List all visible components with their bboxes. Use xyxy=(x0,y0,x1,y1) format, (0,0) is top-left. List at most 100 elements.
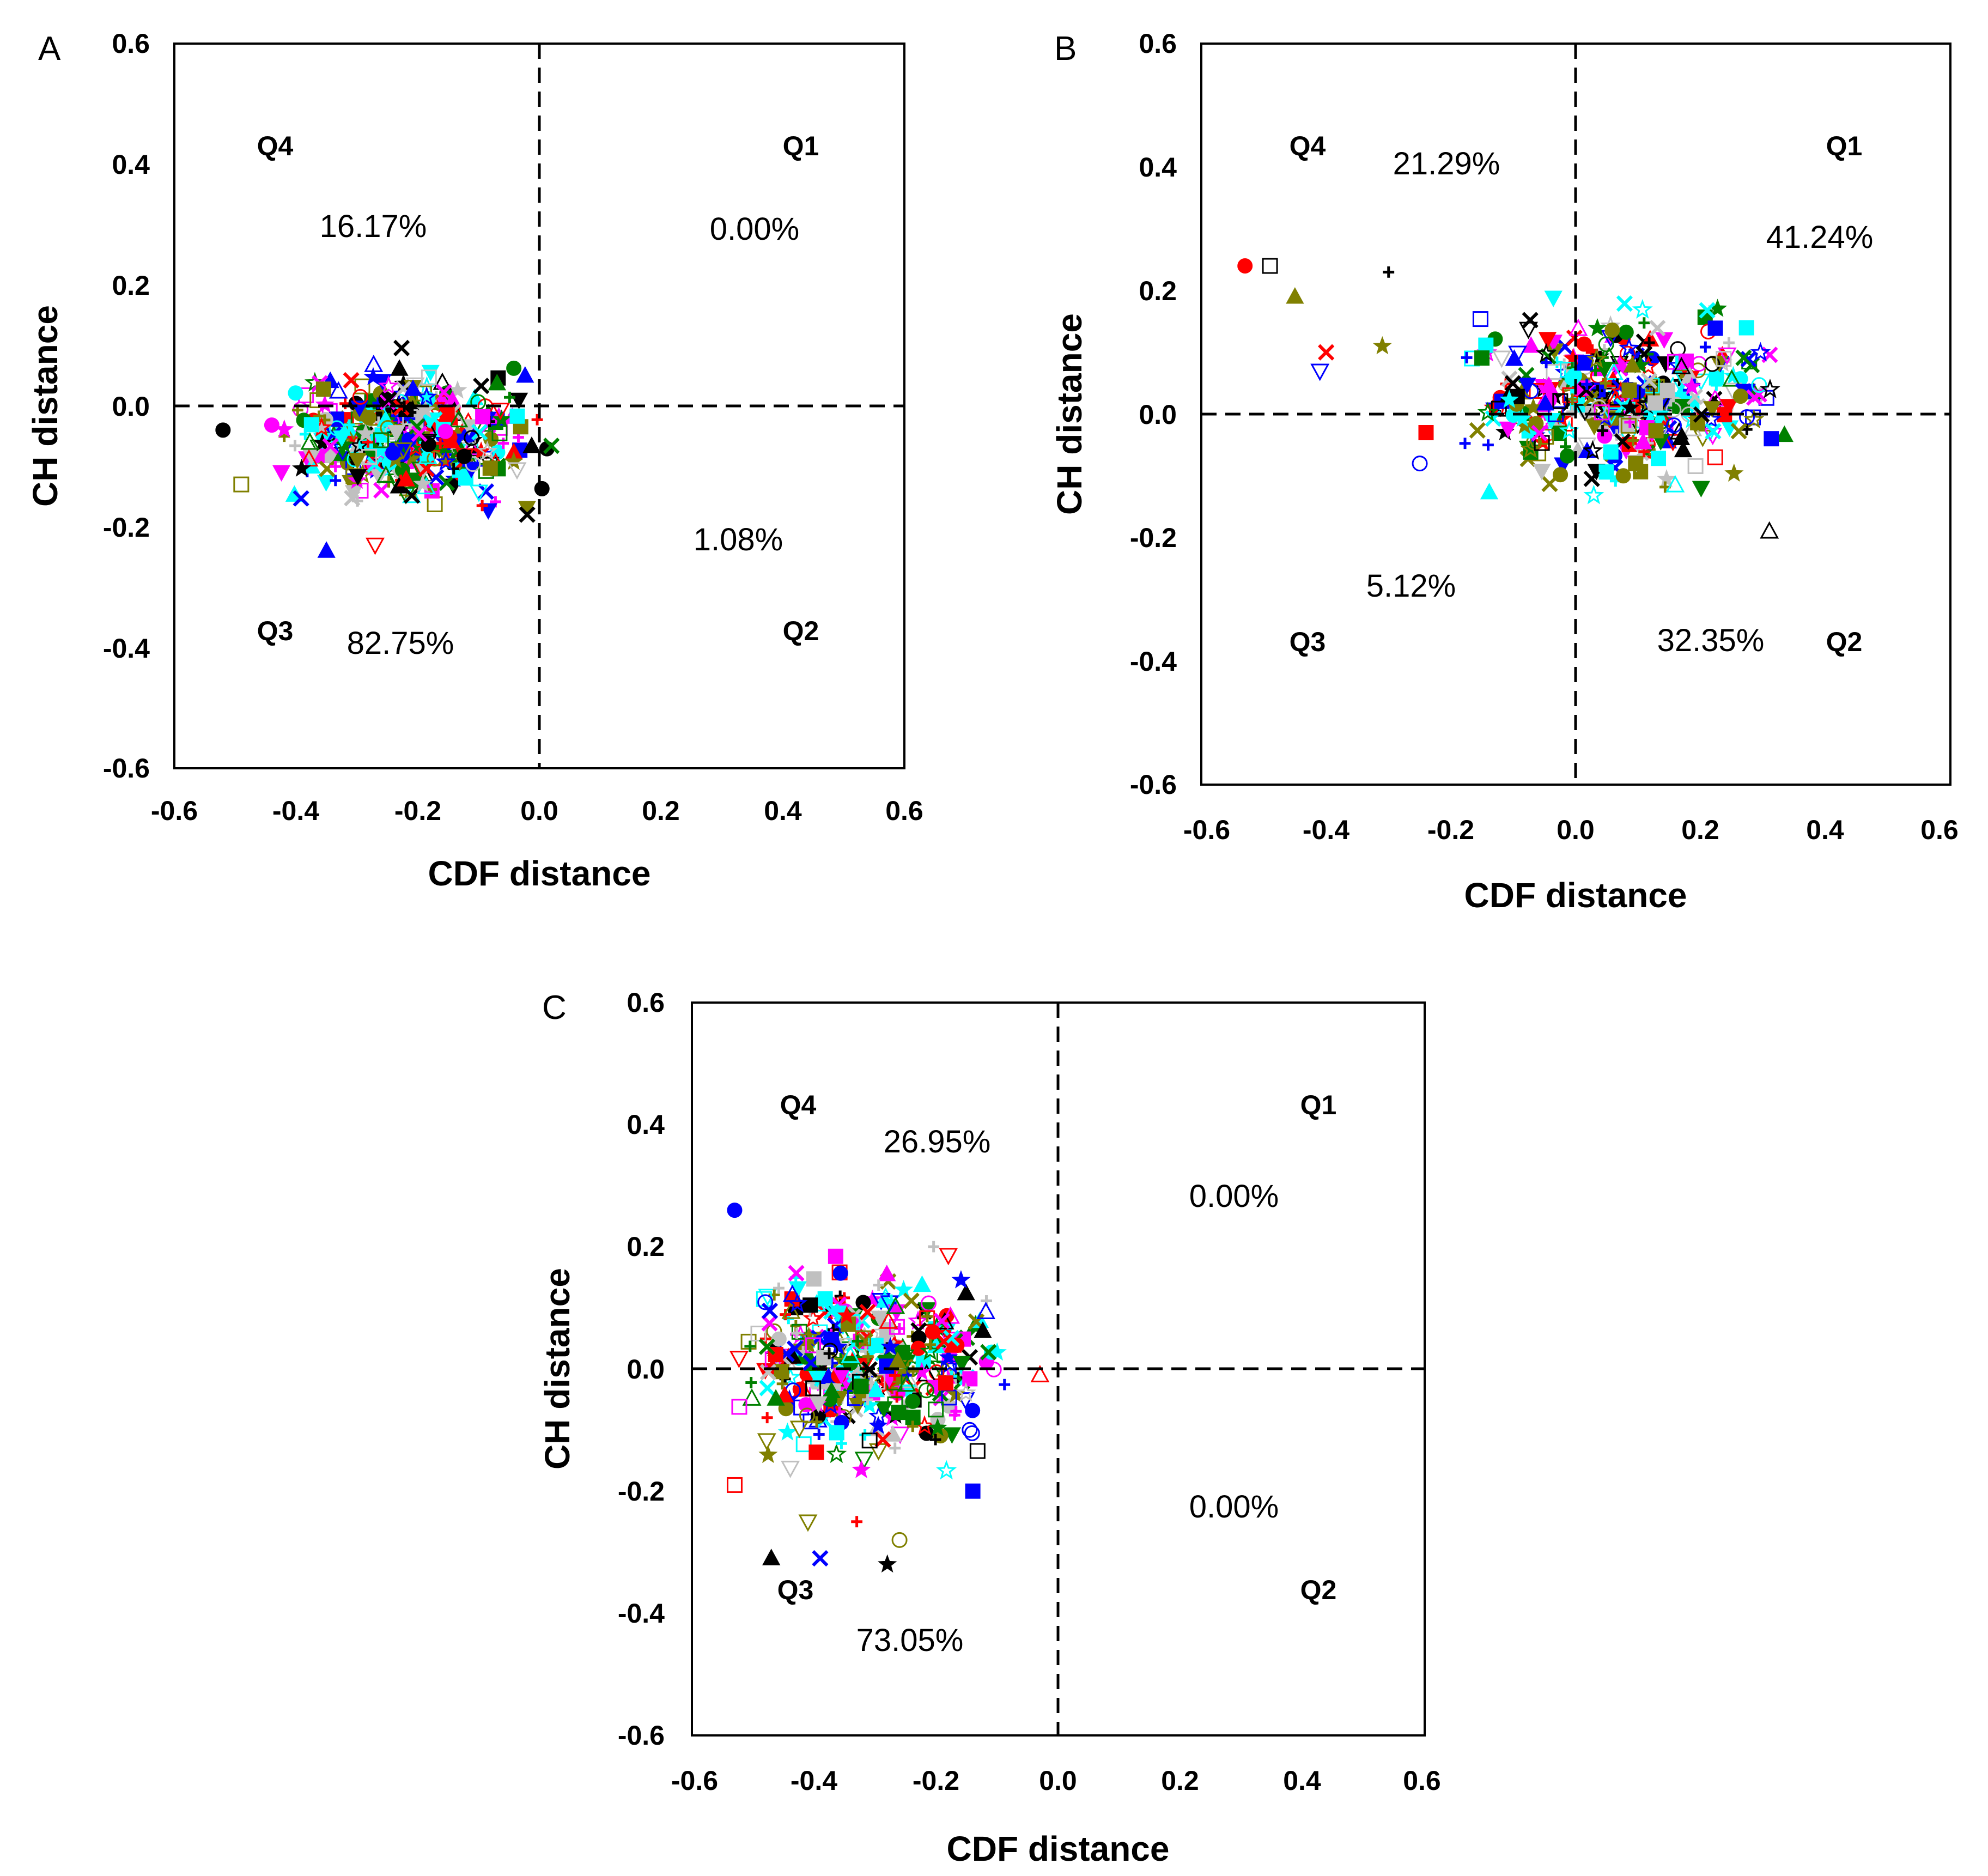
scatter-point xyxy=(936,1460,957,1480)
scatter-point xyxy=(434,438,446,450)
scatter-point xyxy=(315,381,331,397)
scatter-point xyxy=(808,1444,824,1460)
scatter-point xyxy=(482,460,498,476)
scatter-point xyxy=(1603,444,1619,460)
scatter-point xyxy=(1492,350,1511,368)
scatter-point xyxy=(1383,266,1395,278)
scatter-point xyxy=(1459,438,1471,450)
scatter-point xyxy=(464,430,480,446)
scatter-point xyxy=(873,1279,885,1291)
scatter-point xyxy=(1461,352,1473,363)
scatter-point xyxy=(980,1344,997,1361)
scatter-point xyxy=(288,385,303,401)
scatter-point xyxy=(418,446,437,464)
panel-c-points xyxy=(726,1203,1050,1573)
scatter-point xyxy=(1598,336,1614,353)
scatter-point xyxy=(976,1302,996,1319)
panel-c-xtick: -0.2 xyxy=(913,1765,959,1796)
scatter-point xyxy=(777,1422,797,1441)
scatter-point xyxy=(534,481,550,496)
scatter-point xyxy=(385,445,401,461)
panel-a-y-axis-label: CH distance xyxy=(26,305,65,507)
scatter-point xyxy=(803,1308,824,1328)
scatter-point xyxy=(1237,258,1253,274)
scatter-point xyxy=(352,388,368,405)
scatter-point xyxy=(965,1483,981,1499)
scatter-point xyxy=(1632,299,1653,319)
scatter-point xyxy=(771,1331,787,1347)
scatter-point xyxy=(974,1321,992,1338)
scatter-point xyxy=(387,425,406,442)
scatter-point xyxy=(920,1340,941,1361)
scatter-point xyxy=(928,1401,944,1418)
panel-b-ytick: 0.6 xyxy=(1139,28,1177,59)
scatter-point xyxy=(332,430,351,447)
scatter-point xyxy=(1738,320,1754,336)
scatter-point xyxy=(1716,351,1732,367)
panel-a-xtick: -0.2 xyxy=(394,796,441,826)
panel-b-q2-label: Q2 xyxy=(1826,627,1863,657)
scatter-point xyxy=(1730,423,1747,440)
scatter-point xyxy=(393,339,410,356)
scatter-point xyxy=(1724,463,1744,482)
scatter-point xyxy=(879,1311,898,1329)
scatter-point xyxy=(822,1381,841,1398)
scatter-point xyxy=(313,433,332,452)
scatter-point xyxy=(411,425,428,442)
scatter-point xyxy=(1533,464,1551,481)
scatter-point xyxy=(506,360,522,376)
scatter-point xyxy=(1671,356,1691,374)
scatter-point xyxy=(962,1422,978,1438)
scatter-point xyxy=(878,1554,897,1573)
scatter-point xyxy=(757,1294,774,1310)
scatter-point xyxy=(852,1335,864,1347)
scatter-point xyxy=(878,1264,896,1282)
panel-b-q4-label: Q4 xyxy=(1290,131,1326,161)
panel-b-ytick: 0.2 xyxy=(1139,276,1177,306)
scatter-point xyxy=(1668,402,1680,414)
scatter-point xyxy=(1740,351,1757,368)
panel-b-xtick: -0.2 xyxy=(1427,815,1474,845)
scatter-point xyxy=(910,1322,927,1339)
scatter-point xyxy=(1318,344,1335,361)
scatter-point xyxy=(871,1310,889,1327)
scatter-point xyxy=(761,1315,778,1332)
scatter-point xyxy=(933,1313,950,1329)
scatter-point xyxy=(1649,319,1666,337)
scatter-point xyxy=(491,409,512,428)
panel-a-xtick: -0.4 xyxy=(272,796,319,826)
scatter-point xyxy=(886,1296,905,1314)
scatter-point xyxy=(300,432,320,450)
panel-a-ytick: 0.6 xyxy=(112,28,150,59)
scatter-point xyxy=(806,1271,822,1287)
scatter-point xyxy=(855,1330,871,1346)
scatter-point xyxy=(854,1452,874,1470)
scatter-point xyxy=(1600,377,1612,389)
scatter-point xyxy=(315,394,335,413)
scatter-point xyxy=(798,1326,819,1346)
scatter-point xyxy=(925,1339,936,1351)
panel-c-xtick: -0.4 xyxy=(791,1765,837,1796)
panel-a-points xyxy=(215,339,560,558)
scatter-point xyxy=(939,1248,958,1266)
panel-a-q1-percent: 0.00% xyxy=(710,211,799,247)
scatter-point xyxy=(918,1382,934,1399)
scatter-point xyxy=(781,1301,801,1319)
scatter-point xyxy=(366,537,385,555)
scatter-point xyxy=(1508,345,1528,363)
panel-a-q4-percent: 16.17% xyxy=(320,209,427,244)
scatter-point xyxy=(1472,311,1488,327)
scatter-point xyxy=(1760,378,1780,399)
panel-c-xtick: 0.4 xyxy=(1283,1765,1321,1796)
scatter-point xyxy=(1626,388,1637,400)
scatter-point xyxy=(1512,408,1532,427)
scatter-point xyxy=(1474,350,1490,366)
scatter-point xyxy=(1620,398,1640,416)
panel-b-q1-percent: 41.24% xyxy=(1766,220,1874,255)
scatter-point xyxy=(522,436,541,453)
panel-a-q3-label: Q3 xyxy=(257,616,294,646)
scatter-point xyxy=(1582,440,1603,460)
scatter-point xyxy=(950,1405,962,1417)
scatter-point xyxy=(841,1345,860,1363)
panel-c-ytick: -0.6 xyxy=(618,1720,665,1751)
